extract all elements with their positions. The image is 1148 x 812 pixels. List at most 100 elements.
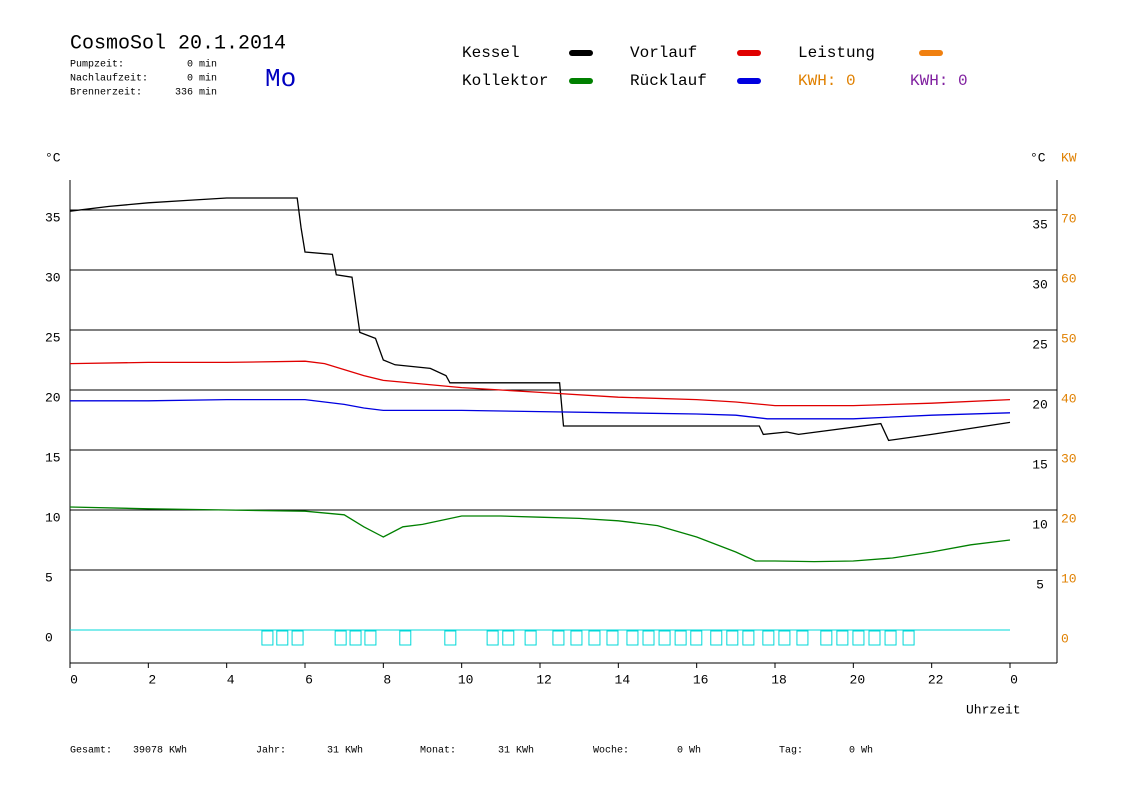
total-value: 31 KWh <box>327 745 363 757</box>
pump-mark <box>868 630 881 646</box>
info-label: Brennerzeit: <box>70 87 142 99</box>
legend-label: Kessel <box>462 44 520 62</box>
series-line <box>69 506 1011 563</box>
pump-mark <box>276 630 289 646</box>
x-tick-label: 22 <box>928 672 944 687</box>
kwh-label: KWH: 0 <box>910 72 968 90</box>
series-line <box>70 398 1011 420</box>
pump-mark <box>349 630 362 646</box>
y-tick-label: 20 <box>45 390 61 405</box>
y-tick-label: 30 <box>45 270 61 285</box>
info-label: Pumpzeit: <box>70 59 124 71</box>
y-tick-label-right: 25 <box>1032 337 1048 352</box>
total-label: Tag: <box>779 746 803 757</box>
y2-tick-label: 30 <box>1061 451 1077 466</box>
y-axis-label-right: °C <box>1030 150 1046 165</box>
info-value: 0 min <box>187 73 217 85</box>
pump-mark <box>399 630 412 646</box>
pump-mark <box>820 630 833 646</box>
y-tick-label: 15 <box>45 450 61 465</box>
info-value: 0 min <box>187 59 217 71</box>
y-tick-label: 10 <box>45 510 61 525</box>
legend-label: Vorlauf <box>630 44 697 62</box>
y2-tick-label: 10 <box>1061 571 1077 586</box>
pump-mark <box>674 630 687 646</box>
pump-mark <box>742 630 755 646</box>
x-tick-label: 16 <box>693 672 709 687</box>
info-value: 336 min <box>175 87 217 99</box>
pump-mark <box>726 630 739 646</box>
y2-tick-label: 0 <box>1061 631 1069 646</box>
pump-mark <box>444 630 457 646</box>
y-tick-label-right: 35 <box>1032 217 1048 232</box>
y-axis-label: °C <box>45 150 61 165</box>
pump-mark <box>334 630 347 646</box>
pump-mark <box>836 630 849 646</box>
series-line <box>69 197 1011 442</box>
pump-mark <box>902 630 915 646</box>
kwh-label: KWH: 0 <box>798 72 856 90</box>
legend-label: Kollektor <box>462 72 548 90</box>
pump-mark <box>762 630 775 646</box>
x-tick-label: 2 <box>148 672 156 687</box>
y-tick-label-right: 20 <box>1032 397 1048 412</box>
pump-mark <box>486 630 499 646</box>
y-tick-label: 35 <box>45 210 61 225</box>
pump-mark <box>502 630 515 646</box>
pump-mark <box>778 630 791 646</box>
pump-mark <box>606 630 619 646</box>
chart-title: CosmoSol 20.1.2014 <box>70 32 286 55</box>
y-tick-label-right: 5 <box>1036 577 1044 592</box>
y2-tick-label: 60 <box>1061 271 1077 286</box>
x-tick-label: 4 <box>227 672 235 687</box>
day-label: Mo <box>265 64 296 94</box>
pump-mark <box>570 630 583 646</box>
info-label: Nachlaufzeit: <box>70 73 148 85</box>
x-tick-label: 10 <box>458 672 474 687</box>
y-tick-label-right: 30 <box>1032 277 1048 292</box>
total-value: 31 KWh <box>498 745 534 757</box>
pump-mark <box>291 630 304 646</box>
pump-mark <box>626 630 639 646</box>
total-value: 0 Wh <box>849 745 873 757</box>
y2-axis-label: KW <box>1061 150 1077 165</box>
legend-label: Rücklauf <box>630 72 707 90</box>
total-label: Woche: <box>593 745 629 757</box>
y-tick-label-right: 15 <box>1032 457 1048 472</box>
y-tick-label: 5 <box>45 570 53 585</box>
y2-tick-label: 70 <box>1061 211 1077 226</box>
x-tick-label: 6 <box>305 672 313 687</box>
x-tick-label: 0 <box>70 672 78 687</box>
x-tick-label: 8 <box>383 672 391 687</box>
pump-mark <box>690 630 703 646</box>
total-label: Gesamt: <box>70 746 112 757</box>
pump-mark <box>364 630 377 646</box>
pump-mark <box>524 630 537 646</box>
x-tick-label: 18 <box>771 672 787 687</box>
total-label: Jahr: <box>256 745 286 757</box>
pump-mark <box>642 630 655 646</box>
pump-mark <box>852 630 865 646</box>
y-tick-label-right: 10 <box>1032 517 1048 532</box>
x-tick-label: 12 <box>536 672 552 687</box>
pump-mark <box>261 630 274 646</box>
y2-tick-label: 50 <box>1061 331 1077 346</box>
y-tick-label: 25 <box>45 330 61 345</box>
pump-mark <box>710 630 723 646</box>
x-axis-label: Uhrzeit <box>966 702 1021 717</box>
y2-tick-label: 20 <box>1061 511 1077 526</box>
series-line <box>69 360 1011 407</box>
pump-mark <box>658 630 671 646</box>
y-tick-label: 0 <box>45 630 53 645</box>
pump-mark <box>796 630 809 646</box>
x-tick-label: 14 <box>615 672 631 687</box>
pump-mark <box>588 630 601 646</box>
x-tick-label: 20 <box>850 672 866 687</box>
x-tick-label: 0 <box>1010 672 1018 687</box>
pump-mark <box>884 630 897 646</box>
legend-label: Leistung <box>798 44 875 62</box>
y2-tick-label: 40 <box>1061 391 1077 406</box>
total-value: 0 Wh <box>677 745 701 757</box>
pump-mark <box>552 630 565 646</box>
